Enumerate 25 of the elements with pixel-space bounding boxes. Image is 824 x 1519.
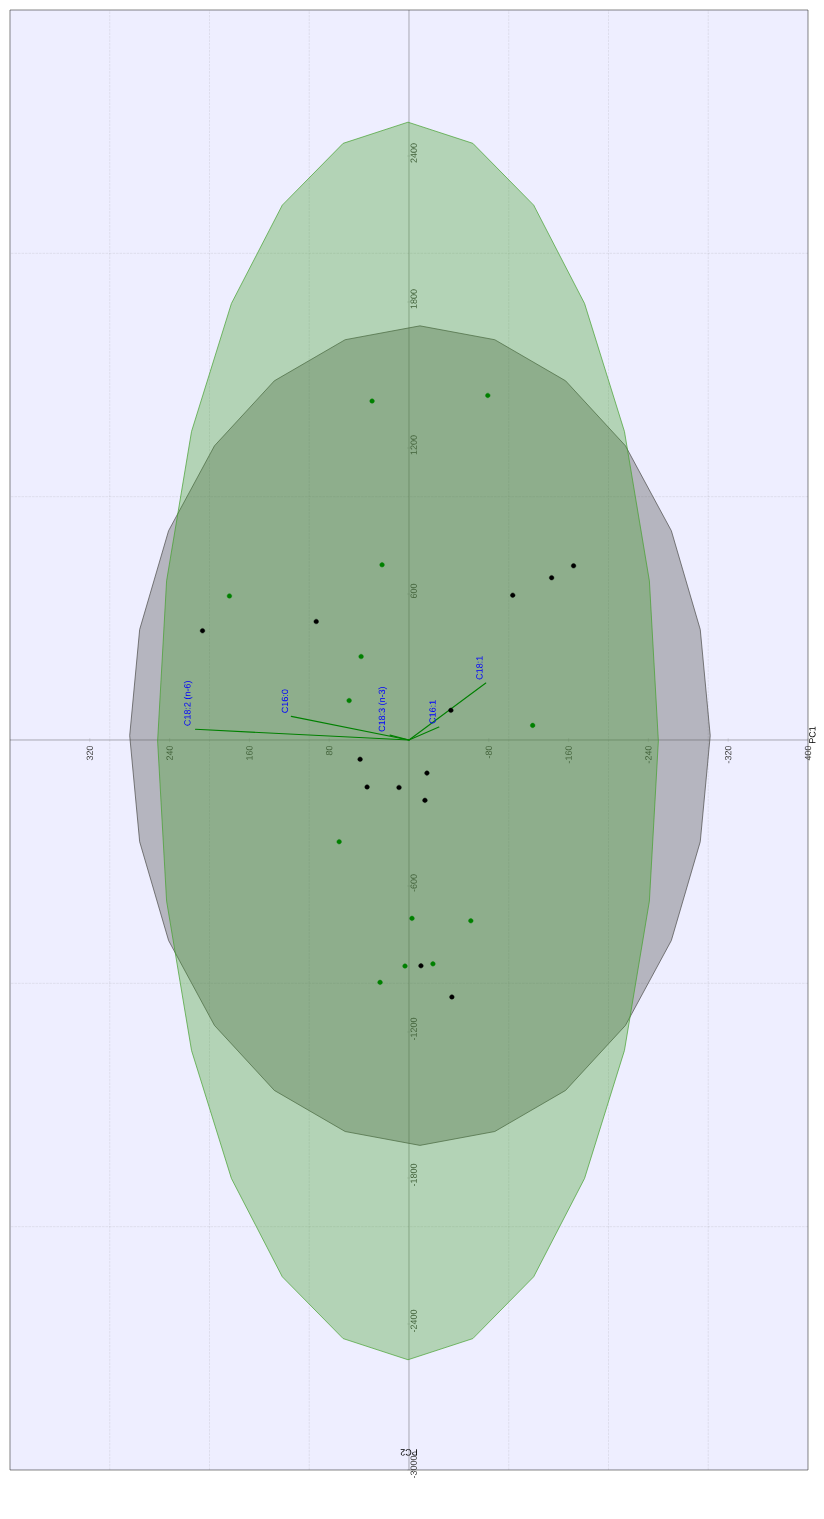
x-tick-label: 80 [326, 745, 333, 756]
x-tick-label: 240 [166, 745, 173, 761]
x-tick-label: -320 [724, 745, 732, 764]
annotation: C16:0 [281, 689, 289, 713]
annotation: C18:2 (n-6) [183, 681, 193, 726]
y-tick-label: -1800 [410, 1163, 417, 1187]
x-tick-label: 400 [804, 745, 812, 761]
y-axis-title: PC1 [809, 726, 816, 744]
annotation: C18:3 (n-3) [378, 686, 387, 732]
annotation: C16:1 [429, 700, 436, 724]
x-tick-label: 160 [246, 745, 253, 760]
annotation: C18:1 [476, 656, 483, 680]
x-tick-label: -240 [645, 745, 652, 764]
y-tick-label: 1200 [410, 435, 417, 455]
x-tick-label: -80 [485, 745, 492, 759]
y-tick-label: 2400 [410, 143, 417, 163]
y-tick-label: -2400 [410, 1309, 417, 1333]
y-tick-label: 1800 [410, 289, 417, 309]
x-tick-label: -160 [565, 745, 572, 764]
y-tick-label: 600 [410, 583, 417, 599]
x-axis-title: PC2 [400, 1449, 417, 1456]
y-tick-label: -1200 [410, 1017, 417, 1041]
y-tick-label: -3000 [410, 1455, 417, 1479]
x-tick-label: 320 [86, 745, 93, 761]
y-tick-label: -600 [410, 874, 417, 892]
